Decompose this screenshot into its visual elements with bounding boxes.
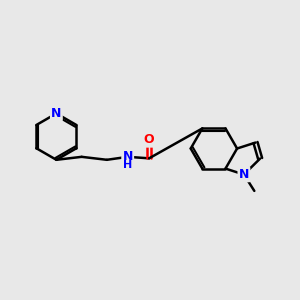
- Text: N: N: [122, 150, 133, 163]
- Text: N: N: [239, 168, 249, 181]
- Text: H: H: [123, 160, 132, 170]
- Text: O: O: [144, 134, 154, 146]
- Text: N: N: [51, 107, 62, 120]
